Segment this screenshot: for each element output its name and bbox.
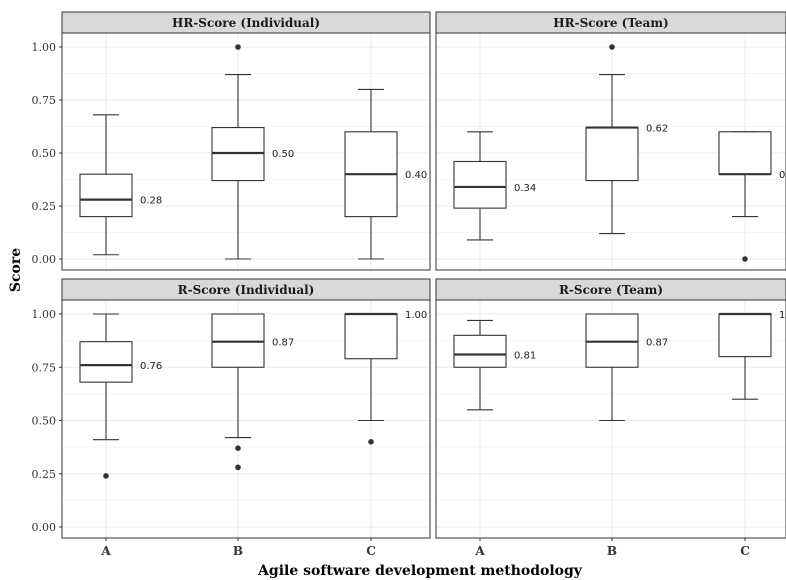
- box-iqr: [79, 341, 133, 383]
- facet-title: R-Score (Team): [559, 283, 663, 297]
- outlier-point: [103, 473, 109, 479]
- median-label: 0.62: [646, 124, 668, 135]
- box-iqr: [79, 173, 133, 218]
- box-iqr: [585, 127, 639, 182]
- box-A: 0.76: [79, 313, 162, 479]
- median-label: 0.50: [272, 149, 294, 160]
- y-tick-label: 1.00: [32, 308, 57, 321]
- x-tick-label: B: [607, 544, 617, 558]
- y-tick-label: 0.25: [32, 468, 57, 481]
- box-C: 1.00: [718, 310, 786, 400]
- box-A: 0.81: [453, 319, 536, 411]
- box-iqr: [718, 131, 772, 175]
- median-label: 0.76: [140, 361, 162, 372]
- box-C: 0.40: [344, 88, 427, 260]
- box-C: 1.00: [344, 310, 427, 445]
- facet-panel: R-Score (Individual) 0.76 0.87 1.00 0.00 0.25…: [32, 278, 431, 558]
- outlier-point: [235, 44, 241, 50]
- median-label: 0.81: [514, 350, 536, 361]
- y-tick-label: 0.50: [32, 147, 57, 160]
- y-tick-label: 0.75: [32, 94, 57, 107]
- box-A: 0.34: [453, 131, 536, 241]
- box-iqr: [453, 160, 507, 209]
- y-tick-label: 0.75: [32, 361, 57, 374]
- box-B: 0.50: [211, 44, 294, 260]
- box-B: 0.87: [585, 313, 668, 422]
- median-label: 0.87: [646, 338, 668, 349]
- median-label: 0.28: [140, 196, 162, 207]
- box-iqr: [453, 334, 507, 368]
- panel-border: [435, 299, 786, 539]
- facet-panel: HR-Score (Individual) 0.28 0.50 0.40 0.00 0.2…: [32, 11, 431, 271]
- x-tick-label: A: [474, 544, 485, 558]
- outlier-point: [368, 439, 374, 445]
- box-B: 0.87: [211, 313, 294, 471]
- x-tick-label: C: [740, 544, 750, 558]
- panel-border: [61, 299, 431, 539]
- median-label: 1.00: [779, 310, 786, 321]
- x-axis-title: Agile software development methodology: [257, 563, 583, 579]
- panel-border: [61, 32, 431, 271]
- y-axis-title: Score: [8, 248, 24, 292]
- facet-title: HR-Score (Team): [553, 16, 668, 30]
- outlier-point: [235, 445, 241, 451]
- y-tick-label: 0.00: [32, 521, 57, 534]
- facet-title: R-Score (Individual): [178, 283, 315, 297]
- median-label: 0.40: [405, 170, 427, 181]
- box-C: 0.40: [718, 131, 786, 262]
- x-tick-label: C: [366, 544, 376, 558]
- median-label: 1.00: [405, 310, 427, 321]
- y-tick-label: 0.00: [32, 253, 57, 266]
- x-tick-label: B: [233, 544, 243, 558]
- facet-panel: R-Score (Team) 0.81 0.87 1.00 A B C: [435, 278, 786, 558]
- outlier-point: [235, 464, 241, 471]
- panel-border: [435, 32, 786, 271]
- y-tick-label: 0.25: [32, 200, 57, 213]
- box-iqr: [718, 313, 772, 358]
- facet-panels: HR-Score (Individual) 0.28 0.50 0.40 0.00 0.2…: [32, 11, 786, 558]
- outlier-point: [742, 256, 748, 262]
- y-tick-label: 1.00: [32, 41, 57, 54]
- x-tick-label: A: [100, 544, 111, 558]
- y-tick-label: 0.50: [32, 415, 57, 428]
- median-label: 0.87: [272, 338, 294, 349]
- facet-panel: HR-Score (Team) 0.34 0.62 0.40: [435, 11, 786, 271]
- median-label: 0.40: [779, 170, 786, 181]
- box-B: 0.62: [585, 44, 668, 235]
- box-A: 0.28: [79, 114, 162, 256]
- outlier-point: [609, 44, 615, 50]
- box-iqr: [344, 313, 398, 360]
- facet-title: HR-Score (Individual): [172, 16, 320, 30]
- median-label: 0.34: [514, 183, 536, 194]
